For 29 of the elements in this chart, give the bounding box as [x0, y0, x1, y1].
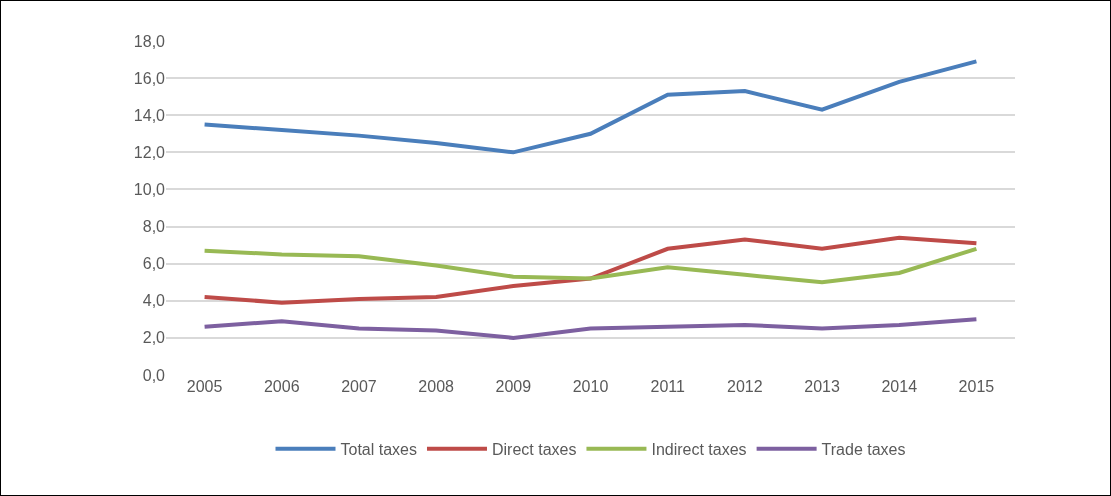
y-tick-label: 10,0: [133, 181, 166, 199]
line-series: [202, 317, 979, 340]
y-tick-label: 2,0: [142, 329, 166, 347]
x-tick-label: 2006: [263, 378, 300, 395]
x-tick-label: 2005: [186, 378, 223, 395]
x-tick-label: 2009: [495, 378, 532, 395]
legend-label: Direct taxes: [491, 440, 577, 458]
x-tick-label: 2013: [804, 378, 840, 395]
line-series: [202, 59, 979, 155]
legend-label: Trade taxes: [821, 440, 906, 458]
y-tick-label: 16,0: [133, 69, 166, 87]
line-series: [202, 235, 979, 305]
line-series: [202, 246, 979, 285]
legend-label: Total taxes: [340, 440, 417, 458]
x-tick-label: 2007: [341, 378, 377, 395]
x-tick-label: 2012: [727, 378, 763, 395]
y-tick-label: 12,0: [133, 143, 166, 161]
y-tick-label: 14,0: [133, 106, 166, 124]
y-tick-label: 4,0: [142, 292, 166, 310]
x-tick-label: 2011: [650, 378, 685, 395]
y-tick-label: 18,0: [133, 32, 166, 50]
y-tick-label: 8,0: [142, 218, 166, 236]
legend-label: Indirect taxes: [651, 440, 747, 458]
y-tick-label: 0,0: [142, 366, 166, 384]
y-tick-label: 6,0: [142, 255, 166, 273]
x-tick-label: 2014: [881, 378, 918, 395]
x-tick-label: 2008: [418, 378, 455, 395]
x-tick-label: 2015: [958, 378, 995, 395]
x-tick-label: 2010: [572, 378, 609, 395]
